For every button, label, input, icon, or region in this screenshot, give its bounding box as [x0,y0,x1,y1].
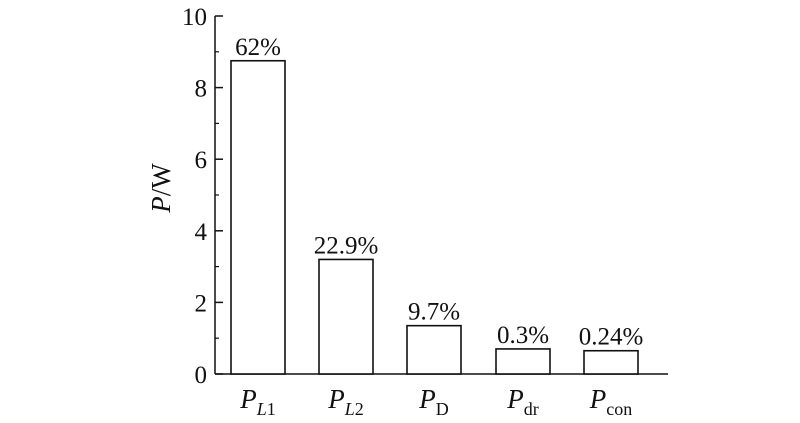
y-tick-label: 0 [195,362,208,389]
bar [230,59,286,375]
bar [318,258,374,375]
data-label: 0.3% [497,322,549,349]
category-label: PL2 [327,384,364,419]
bars [230,59,639,375]
y-tick-label: 2 [195,290,208,317]
category-label: Pcon [589,384,633,419]
y-tick-label: 6 [195,147,208,174]
y-axis: 0 2 4 6 8 10 [182,4,223,389]
category-label: PL1 [239,384,276,419]
data-label: 62% [235,34,281,61]
y-tick-label: 10 [182,4,207,31]
category-label: Pdr [506,384,539,419]
bar [583,349,639,375]
data-label: 9.7% [408,299,460,326]
y-axis-label: P/W [146,163,176,214]
y-tick-label: 8 [195,76,208,103]
data-label: 0.24% [579,324,644,351]
bar [406,324,462,375]
y-tick-label: 4 [195,219,208,246]
category-label: PD [418,384,449,419]
data-labels: 62% 22.9% 9.7% 0.3% 0.24% [235,34,643,351]
category-labels: PL1 PL2 PD Pdr Pcon [239,384,632,419]
bar [495,348,551,375]
data-label: 22.9% [314,232,379,259]
